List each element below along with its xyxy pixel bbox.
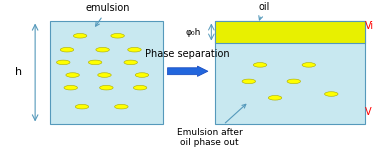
Circle shape bbox=[287, 79, 301, 84]
Text: Phase separation: Phase separation bbox=[146, 49, 230, 59]
Text: oil: oil bbox=[258, 2, 270, 20]
Circle shape bbox=[128, 47, 141, 52]
Circle shape bbox=[73, 34, 87, 38]
Circle shape bbox=[88, 60, 102, 65]
Circle shape bbox=[253, 63, 267, 67]
Text: Vi: Vi bbox=[365, 21, 374, 31]
Text: Emulsion after
oil phase out: Emulsion after oil phase out bbox=[177, 104, 246, 147]
Circle shape bbox=[98, 73, 111, 77]
Circle shape bbox=[75, 104, 89, 109]
Bar bbox=[50, 21, 163, 124]
Circle shape bbox=[302, 63, 316, 67]
Text: emulsion: emulsion bbox=[86, 3, 130, 26]
Bar bbox=[215, 21, 365, 124]
Circle shape bbox=[325, 92, 338, 96]
Circle shape bbox=[100, 85, 113, 90]
Circle shape bbox=[124, 60, 138, 65]
Circle shape bbox=[111, 34, 124, 38]
Circle shape bbox=[60, 47, 74, 52]
FancyArrow shape bbox=[167, 66, 208, 76]
Text: h: h bbox=[15, 67, 22, 77]
Circle shape bbox=[66, 73, 79, 77]
Text: V: V bbox=[365, 107, 372, 117]
Circle shape bbox=[115, 104, 128, 109]
Circle shape bbox=[135, 73, 149, 77]
Circle shape bbox=[133, 85, 147, 90]
Circle shape bbox=[242, 79, 256, 84]
Circle shape bbox=[268, 96, 282, 100]
Circle shape bbox=[56, 60, 70, 65]
Text: φ₀h: φ₀h bbox=[186, 28, 201, 37]
Bar bbox=[215, 21, 365, 44]
Circle shape bbox=[96, 47, 109, 52]
Circle shape bbox=[64, 85, 77, 90]
